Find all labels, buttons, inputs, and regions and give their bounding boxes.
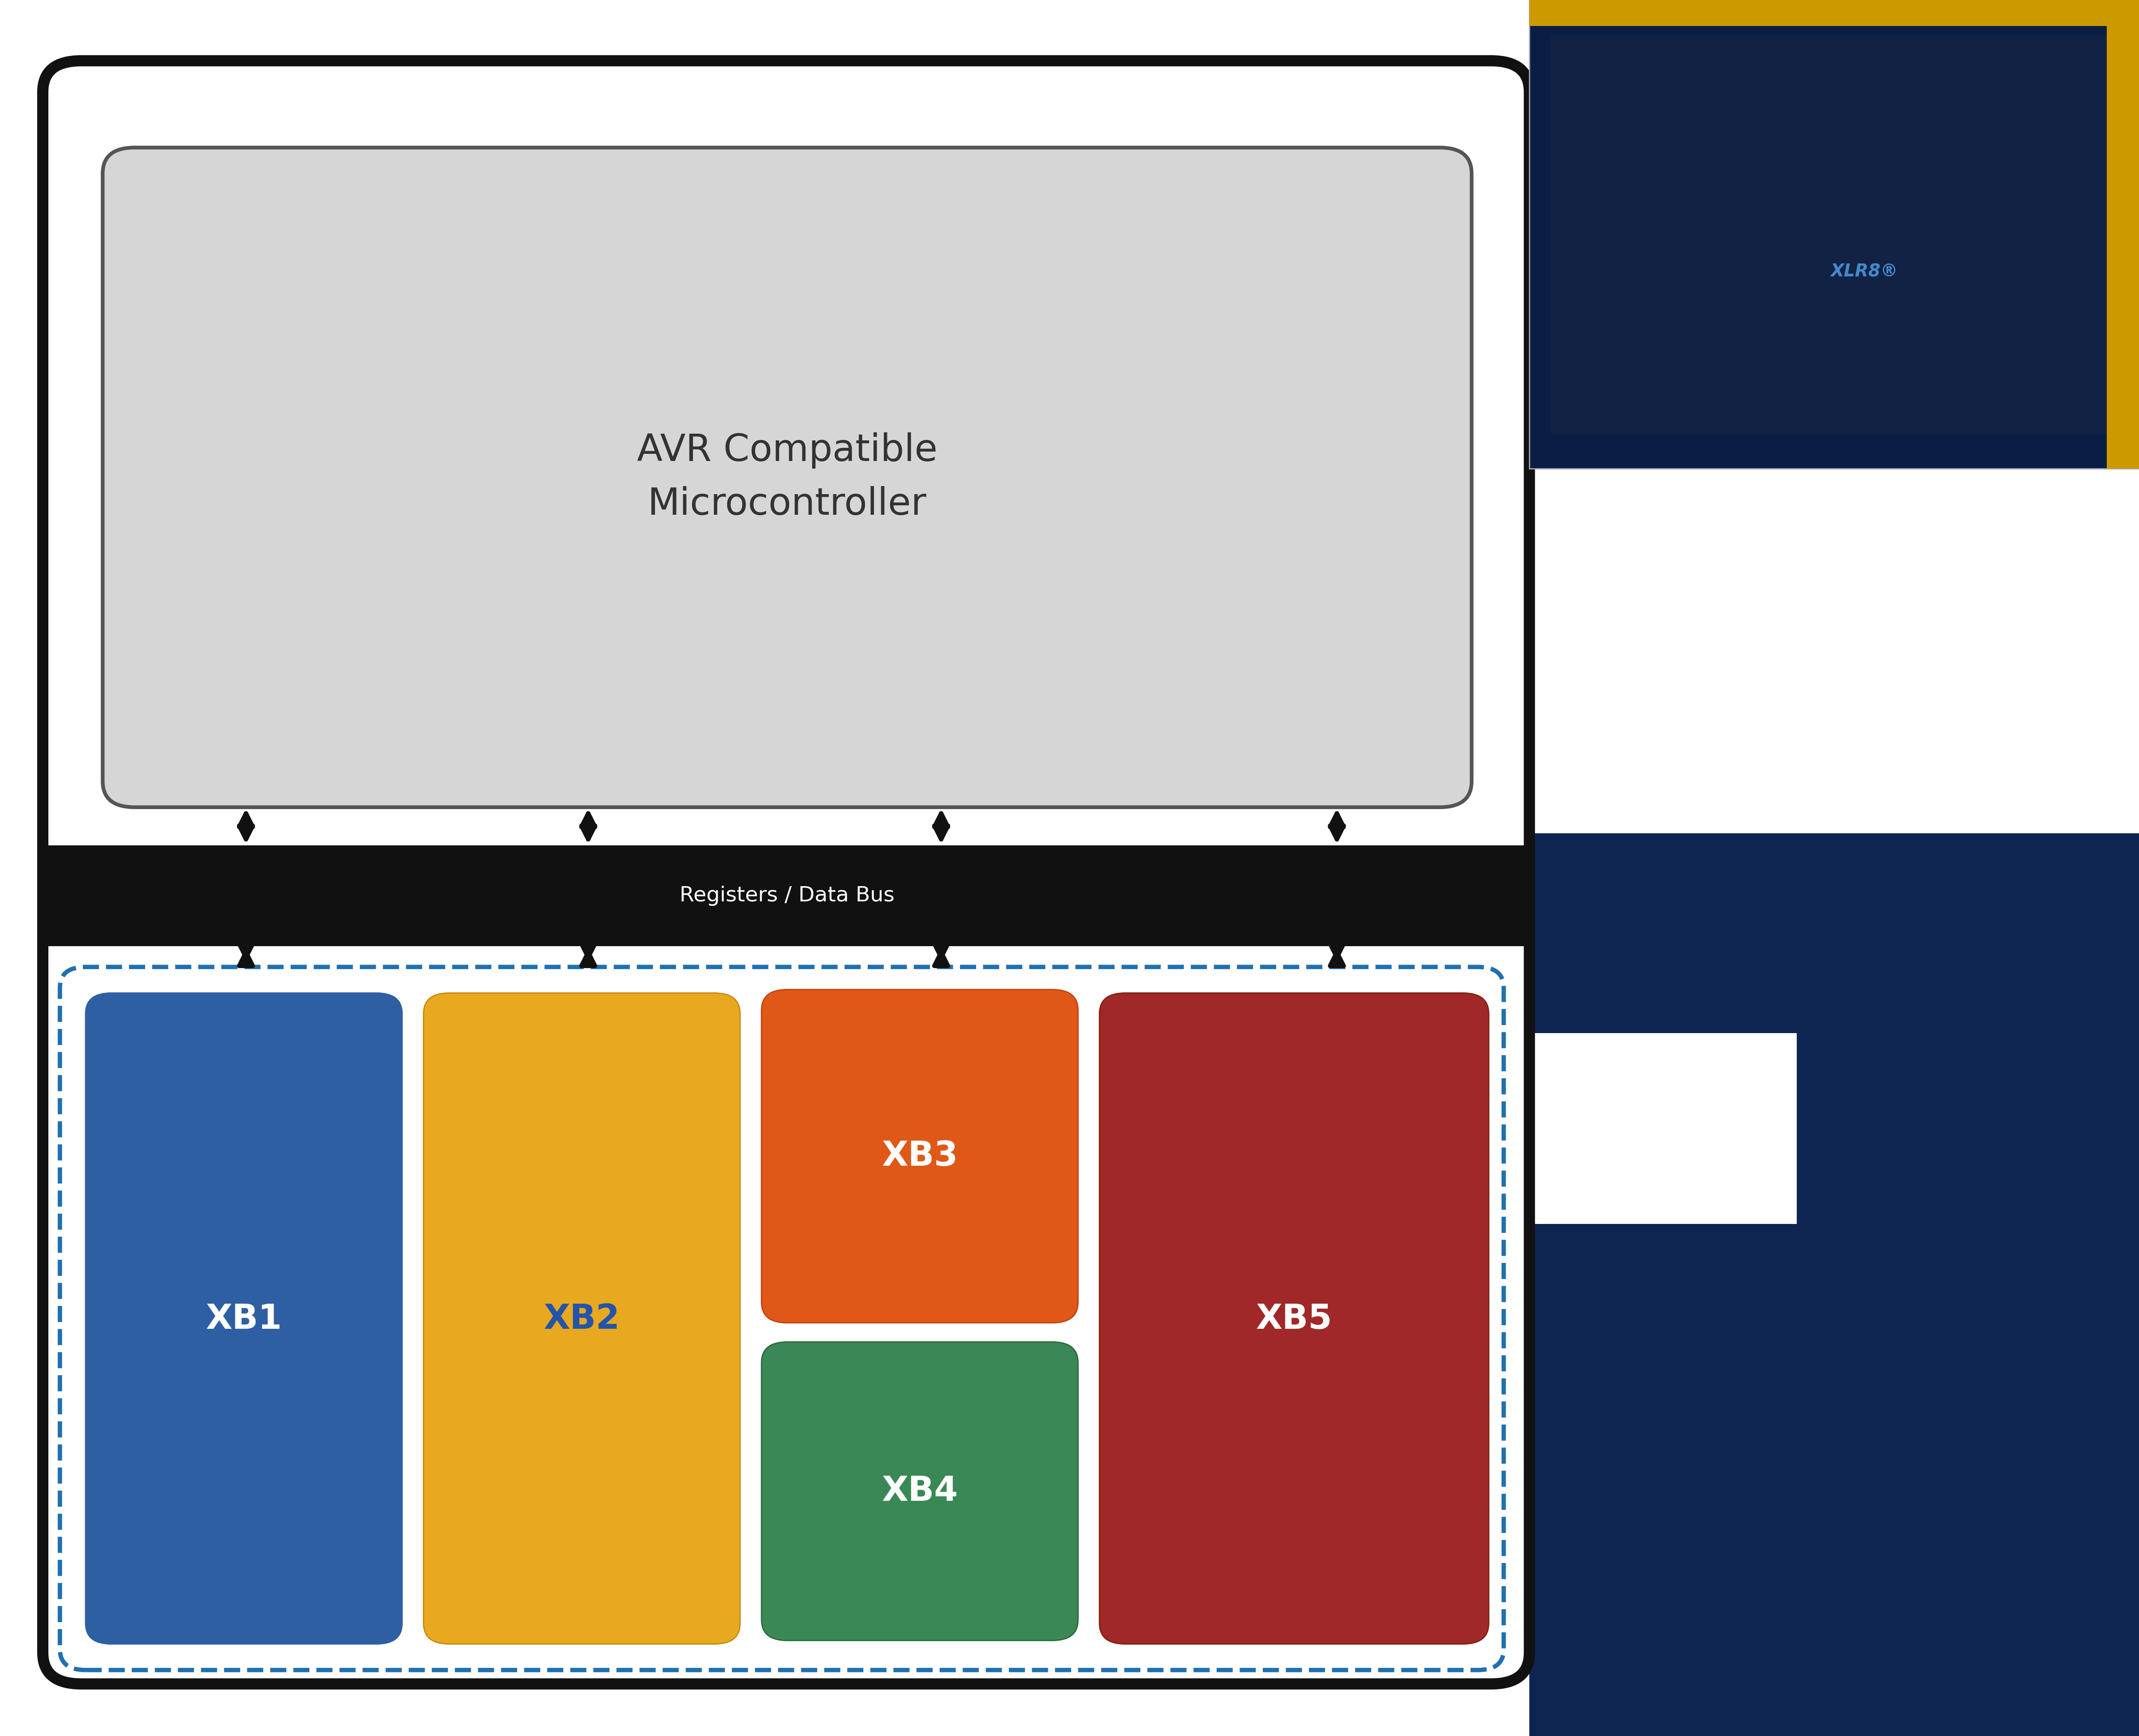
Text: XLR8®: XLR8® xyxy=(1831,264,1899,281)
Bar xyxy=(1529,0,2139,26)
FancyBboxPatch shape xyxy=(424,993,740,1644)
Bar xyxy=(2107,0,2139,469)
FancyBboxPatch shape xyxy=(86,993,402,1644)
FancyBboxPatch shape xyxy=(60,967,1504,1670)
Text: AVR Compatible
Microcontroller: AVR Compatible Microcontroller xyxy=(637,432,937,523)
Bar xyxy=(43,845,1529,946)
FancyBboxPatch shape xyxy=(43,61,1529,1684)
Text: Registers / Data Bus: Registers / Data Bus xyxy=(680,885,894,906)
Polygon shape xyxy=(1529,0,2139,1736)
Polygon shape xyxy=(1326,469,1529,833)
Bar xyxy=(1551,35,2118,434)
Bar xyxy=(1529,0,2139,469)
Text: XB4: XB4 xyxy=(881,1474,958,1509)
Text: XB5: XB5 xyxy=(1256,1302,1333,1337)
FancyBboxPatch shape xyxy=(103,148,1472,807)
FancyBboxPatch shape xyxy=(1099,993,1489,1644)
FancyBboxPatch shape xyxy=(761,1342,1078,1641)
Text: XB3: XB3 xyxy=(881,1139,958,1174)
Text: XB2: XB2 xyxy=(543,1302,620,1337)
FancyBboxPatch shape xyxy=(761,990,1078,1323)
Text: XB1: XB1 xyxy=(205,1302,282,1337)
